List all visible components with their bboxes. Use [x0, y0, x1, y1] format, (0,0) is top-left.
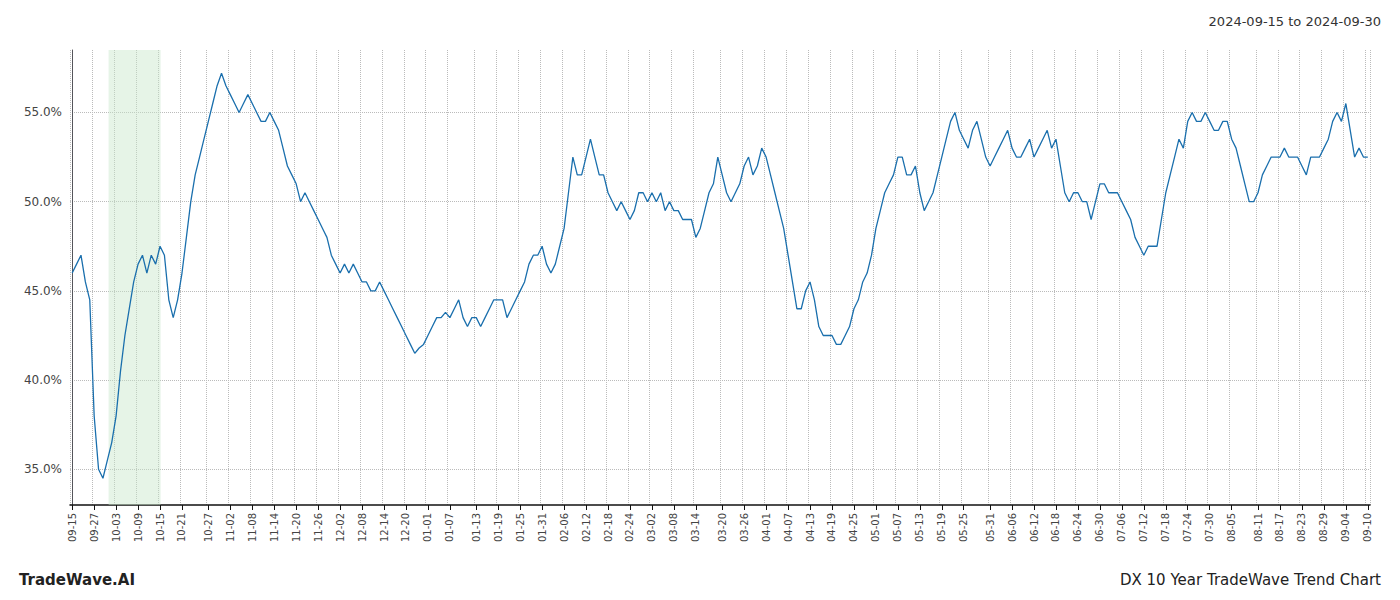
svg-text:12-08: 12-08 [357, 513, 368, 542]
svg-text:12-14: 12-14 [379, 513, 390, 542]
svg-text:04-19: 04-19 [826, 513, 837, 542]
svg-text:01-01: 01-01 [422, 513, 433, 542]
svg-text:12-02: 12-02 [335, 513, 346, 542]
svg-text:45.0%: 45.0% [24, 284, 62, 298]
svg-text:08-11: 08-11 [1253, 513, 1264, 542]
svg-text:08-17: 08-17 [1274, 513, 1285, 542]
svg-text:03-20: 03-20 [717, 513, 728, 542]
svg-text:10-27: 10-27 [203, 513, 214, 542]
svg-text:04-01: 04-01 [761, 513, 772, 542]
svg-text:07-06: 07-06 [1116, 513, 1127, 542]
svg-text:01-19: 01-19 [493, 513, 504, 542]
svg-text:DX 10 Year TradeWave Trend Cha: DX 10 Year TradeWave Trend Chart [1120, 571, 1381, 589]
svg-text:02-06: 02-06 [559, 513, 570, 542]
svg-text:05-13: 05-13 [914, 513, 925, 542]
svg-text:50.0%: 50.0% [24, 195, 62, 209]
svg-text:12-20: 12-20 [400, 513, 411, 542]
svg-text:09-15: 09-15 [67, 513, 78, 542]
svg-text:08-05: 08-05 [1226, 513, 1237, 542]
svg-text:2024-09-15 to 2024-09-30: 2024-09-15 to 2024-09-30 [1209, 14, 1381, 29]
svg-text:02-24: 02-24 [624, 513, 635, 542]
svg-text:07-30: 07-30 [1204, 513, 1215, 542]
svg-text:05-31: 05-31 [985, 513, 996, 542]
svg-text:04-25: 04-25 [848, 513, 859, 542]
svg-text:35.0%: 35.0% [24, 462, 62, 476]
svg-text:10-21: 10-21 [176, 513, 187, 542]
svg-text:10-09: 10-09 [133, 513, 144, 542]
svg-text:10-15: 10-15 [155, 513, 166, 542]
svg-text:01-25: 01-25 [515, 513, 526, 542]
svg-text:11-02: 11-02 [225, 513, 236, 542]
svg-text:06-06: 06-06 [1007, 513, 1018, 542]
svg-text:10-03: 10-03 [111, 513, 122, 542]
svg-text:08-29: 08-29 [1318, 513, 1329, 542]
svg-text:07-24: 07-24 [1182, 513, 1193, 542]
svg-text:09-10: 09-10 [1362, 513, 1373, 542]
svg-text:06-30: 06-30 [1094, 513, 1105, 542]
svg-text:02-18: 02-18 [603, 513, 614, 542]
svg-text:11-26: 11-26 [313, 513, 324, 542]
svg-text:05-19: 05-19 [936, 513, 947, 542]
svg-text:03-14: 03-14 [690, 513, 701, 542]
svg-text:55.0%: 55.0% [24, 105, 62, 119]
svg-text:08-23: 08-23 [1296, 513, 1307, 542]
svg-text:09-04: 09-04 [1340, 513, 1351, 542]
svg-text:06-24: 06-24 [1072, 513, 1083, 542]
svg-text:07-18: 07-18 [1160, 513, 1171, 542]
svg-text:07-12: 07-12 [1138, 513, 1149, 542]
svg-text:11-08: 11-08 [247, 513, 258, 542]
svg-text:05-01: 05-01 [870, 513, 881, 542]
svg-text:06-18: 06-18 [1050, 513, 1061, 542]
svg-text:11-20: 11-20 [291, 513, 302, 542]
svg-text:01-13: 01-13 [471, 513, 482, 542]
svg-text:01-07: 01-07 [444, 513, 455, 542]
svg-text:01-31: 01-31 [537, 513, 548, 542]
svg-text:05-07: 05-07 [892, 513, 903, 542]
svg-text:09-27: 09-27 [89, 513, 100, 542]
svg-text:03-08: 03-08 [668, 513, 679, 542]
svg-text:03-26: 03-26 [739, 513, 750, 542]
svg-text:06-12: 06-12 [1029, 513, 1040, 542]
svg-text:TradeWave.AI: TradeWave.AI [19, 571, 135, 589]
svg-text:04-13: 04-13 [805, 513, 816, 542]
svg-text:04-07: 04-07 [783, 513, 794, 542]
svg-text:40.0%: 40.0% [24, 373, 62, 387]
svg-text:03-02: 03-02 [646, 513, 657, 542]
svg-text:05-25: 05-25 [958, 513, 969, 542]
svg-text:11-14: 11-14 [269, 513, 280, 542]
svg-text:02-12: 02-12 [581, 513, 592, 542]
